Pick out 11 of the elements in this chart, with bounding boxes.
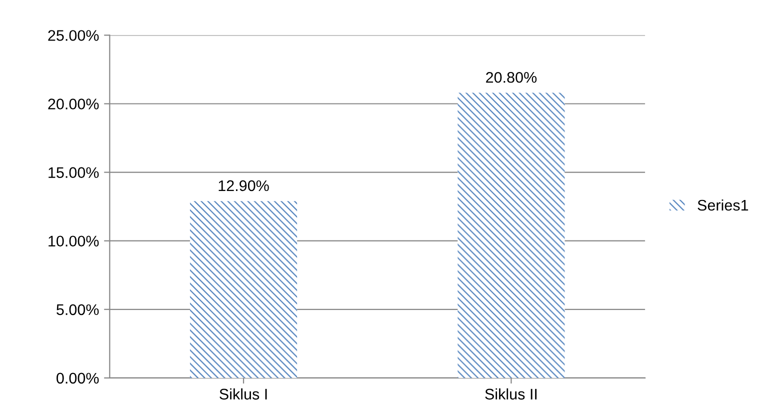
y-tick-label: 20.00% xyxy=(48,98,99,110)
x-tick-label: Siklus II xyxy=(485,388,537,400)
data-label: 12.90% xyxy=(218,180,269,192)
legend-label: Series1 xyxy=(698,199,748,211)
data-label: 20.80% xyxy=(486,72,537,83)
y-tick-label: 25.00% xyxy=(48,30,99,41)
y-tick-label: 0.00% xyxy=(56,372,99,384)
y-tick-label: 5.00% xyxy=(56,304,99,316)
x-tick-label: Siklus I xyxy=(220,388,267,400)
y-tick-label: 15.00% xyxy=(48,167,99,178)
y-tick-label: 10.00% xyxy=(48,236,99,247)
